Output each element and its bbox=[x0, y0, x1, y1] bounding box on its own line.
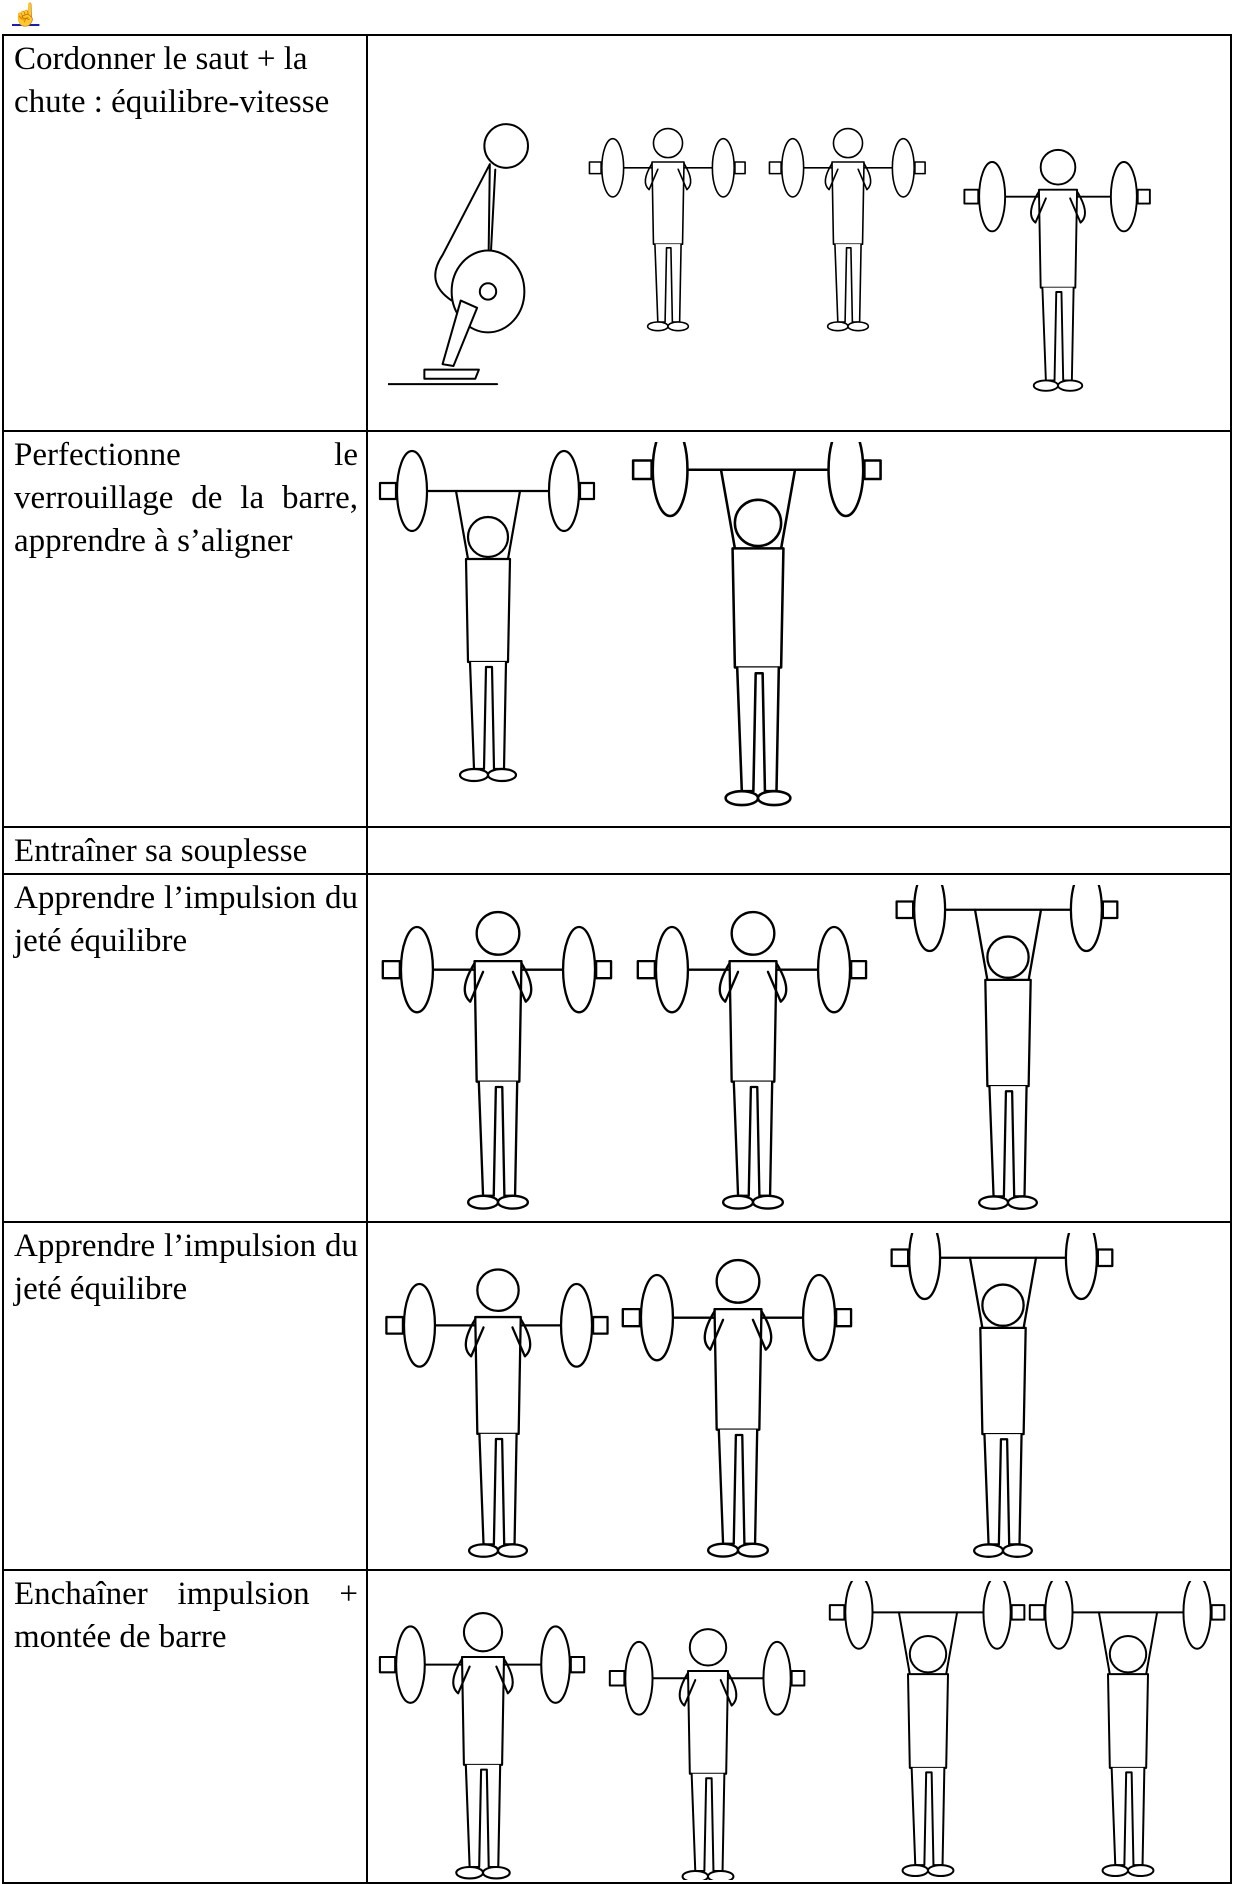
illustration bbox=[388, 123, 1151, 392]
illustration-cell bbox=[366, 1221, 1232, 1571]
table-row: Cordonner le saut + la chute : équilibre… bbox=[2, 34, 1232, 432]
illustration bbox=[381, 885, 1119, 1211]
illustration-cell bbox=[366, 34, 1232, 432]
table-row: Apprendre l’impulsion du jeté équilibre bbox=[2, 1221, 1232, 1571]
illustration-cell bbox=[366, 1569, 1232, 1884]
table-row: Enchaîner impulsion + montée de barre bbox=[2, 1569, 1232, 1884]
row-text: Enchaîner impulsion + montée de barre bbox=[2, 1569, 368, 1884]
illustration bbox=[385, 1233, 1114, 1559]
illustration bbox=[378, 442, 883, 807]
empty-cell bbox=[366, 826, 1232, 875]
table-row: Perfectionne le verrouillage de la barre… bbox=[2, 430, 1232, 828]
table-row: Entraîner sa souplesse bbox=[2, 826, 1232, 875]
illustration-cell bbox=[366, 873, 1232, 1223]
illustration-cell bbox=[366, 430, 1232, 828]
exercise-table: Cordonner le saut + la chute : équilibre… bbox=[2, 34, 1232, 1884]
table-row: Apprendre l’impulsion du jeté équilibre bbox=[2, 873, 1232, 1223]
row-text: Apprendre l’impulsion du jeté équilibre bbox=[2, 873, 368, 1223]
row-text: Cordonner le saut + la chute : équilibre… bbox=[2, 34, 368, 432]
header-icon[interactable]: ☝ bbox=[12, 2, 40, 27]
illustration bbox=[378, 1581, 1226, 1880]
row-text: Perfectionne le verrouillage de la barre… bbox=[2, 430, 368, 828]
row-text: Apprendre l’impulsion du jeté équilibre bbox=[2, 1221, 368, 1571]
row-text: Entraîner sa souplesse bbox=[2, 826, 368, 875]
